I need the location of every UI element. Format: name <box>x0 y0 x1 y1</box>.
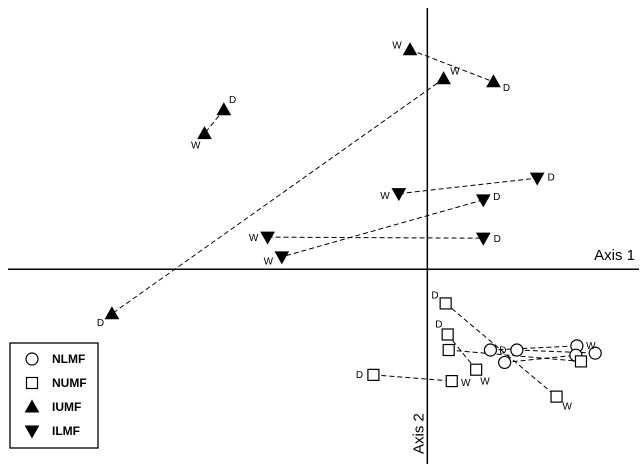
numf-point-1-end <box>550 390 563 403</box>
iumf-point-3-end <box>104 306 120 320</box>
iumf-point-2-start-label: D <box>229 95 236 106</box>
nlmf-point-2-start-label: D <box>499 345 506 356</box>
iumf-point-3-start-label: W <box>450 67 460 78</box>
ilmf-point-2-end-label: W <box>264 257 274 268</box>
iumf-point-1-start <box>402 42 418 56</box>
iumf-point-2-end <box>197 126 212 140</box>
numf-point-2-start-label: D <box>356 370 363 381</box>
nlmf-trajectory-line-1 <box>490 345 577 351</box>
legend-box <box>9 342 99 449</box>
legend-label-iumf: IUMF <box>52 400 81 414</box>
numf-point-4-start <box>441 328 454 341</box>
nlmf-trajectory-line-3 <box>504 354 576 363</box>
iumf-point-1-end <box>486 74 501 88</box>
numf-point-4-start-label: D <box>435 320 442 331</box>
nlmf-point-1-start <box>483 343 498 357</box>
ilmf-point-3-start <box>260 231 275 245</box>
iumf-trajectory-line-1 <box>409 49 494 83</box>
nlmf-point-3-start <box>498 355 512 370</box>
ilmf-point-2-start <box>475 194 491 208</box>
data-points <box>104 42 602 403</box>
iumf-point-1-start-label: W <box>392 41 402 52</box>
nlmf-point-1-end-label: W <box>586 341 596 352</box>
ilmf-point-1-start <box>391 188 407 202</box>
numf-point-2-end-label: W <box>461 378 471 389</box>
axis-1-label: Axis 1 <box>594 247 635 264</box>
iumf-point-3-end-label: D <box>97 318 104 329</box>
legend: NLMF NUMF IUMF ILMF <box>9 342 99 449</box>
ilmf-point-1-end <box>529 172 545 186</box>
legend-marker-numf <box>25 376 39 390</box>
legend-marker-nlmf <box>25 352 39 366</box>
axes: Axis 1 Axis 2 <box>8 8 639 464</box>
legend-label-nlmf: NLMF <box>52 352 85 366</box>
ilmf-trajectory-line-3 <box>267 236 484 239</box>
numf-point-1-end-label: W <box>563 402 573 413</box>
legend-marker-ilmf <box>24 425 40 439</box>
numf-point-1-start-label: D <box>431 290 438 301</box>
numf-point-2-start <box>367 368 380 381</box>
iumf-point-1-end-label: D <box>503 83 510 94</box>
numf-point-3-start <box>442 343 455 357</box>
iumf-point-2-end-label: W <box>191 140 201 151</box>
iumf-trajectory-line-3 <box>111 78 444 315</box>
numf-point-4-end-label: W <box>480 377 490 388</box>
ilmf-point-3-end <box>475 232 491 246</box>
iumf-point-2-start <box>216 102 232 116</box>
numf-point-1-start <box>439 297 452 310</box>
numf-point-2-end <box>445 374 458 388</box>
ilmf-point-2-end <box>274 251 290 265</box>
numf-point-4-end <box>470 363 483 376</box>
nlmf-point-2-end <box>588 346 602 360</box>
ilmf-trajectory-line-2 <box>281 199 484 258</box>
nlmf-point-2-start <box>510 343 524 357</box>
ilmf-trajectory-line-1 <box>398 177 538 195</box>
ilmf-point-3-start-label: W <box>249 233 259 244</box>
iumf-point-3-start <box>436 71 451 85</box>
nlmf-trajectory-line-2 <box>516 349 596 354</box>
iumf-trajectory-line-2 <box>204 109 225 134</box>
ilmf-point-3-end-label: D <box>494 234 501 245</box>
axis-2-label: Axis 2 <box>410 413 427 454</box>
legend-label-ilmf: ILMF <box>52 424 80 438</box>
ilmf-point-2-start-label: D <box>493 192 500 203</box>
legend-marker-iumf <box>24 399 40 413</box>
ilmf-point-1-start-label: W <box>380 191 390 202</box>
numf-trajectory-line-1 <box>445 303 557 398</box>
legend-label-numf: NUMF <box>52 376 87 390</box>
numf-point-3-end <box>574 355 588 368</box>
numf-trajectory-line-2 <box>373 374 452 382</box>
trajectory-lines <box>111 49 596 398</box>
ilmf-point-1-end-label: D <box>548 173 555 184</box>
